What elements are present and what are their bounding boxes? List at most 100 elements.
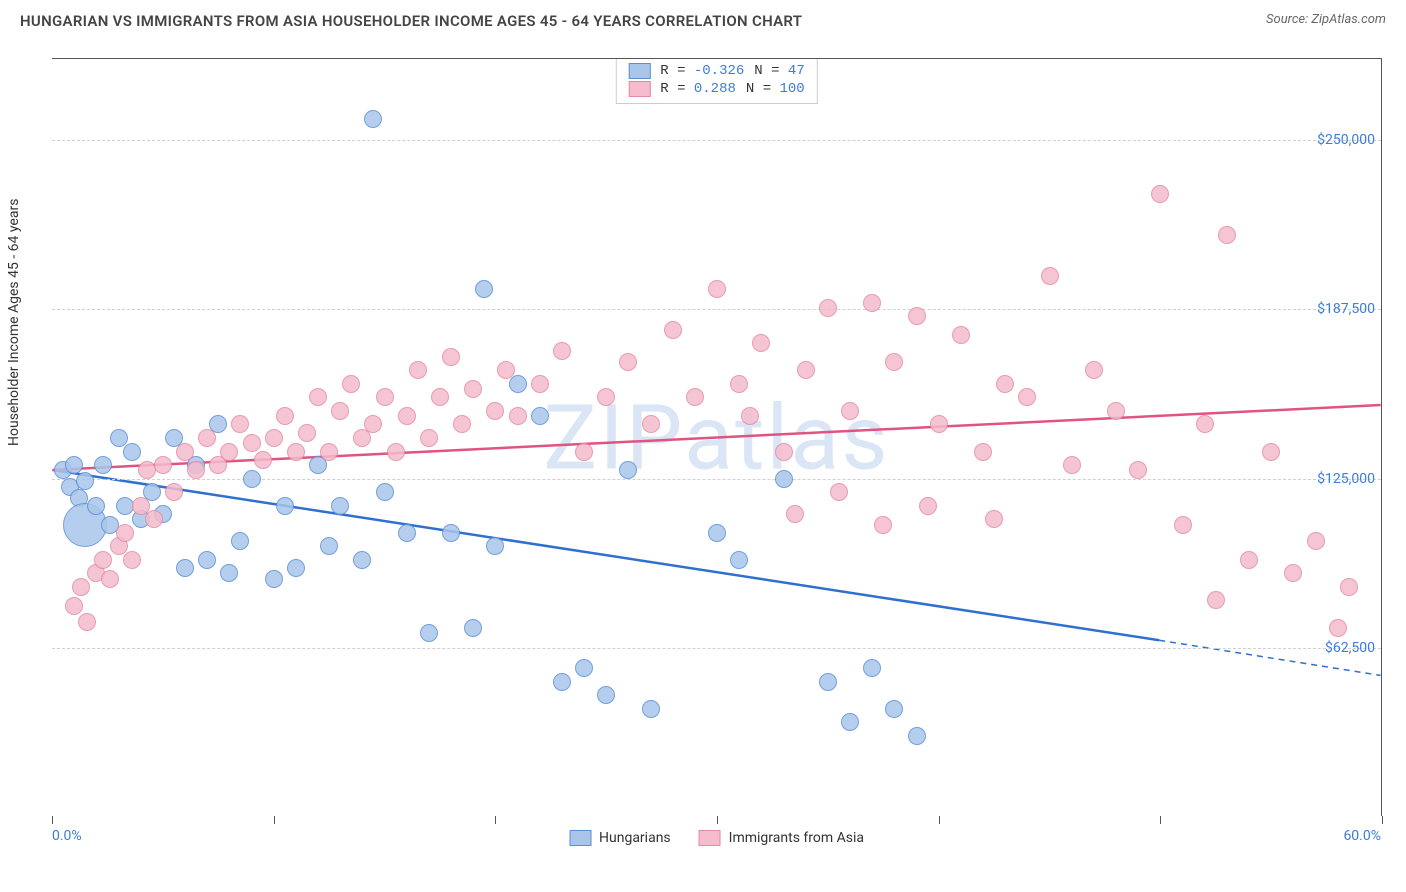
scatter-chart: ZIPatlas R = -0.326 N = 47 R = 0.288 N =… <box>52 58 1382 816</box>
legend-swatch-pink-b <box>699 830 721 846</box>
gridline <box>52 648 1381 649</box>
legend-swatch-pink <box>628 81 650 97</box>
data-point <box>642 415 660 433</box>
correlation-legend: R = -0.326 N = 47 R = 0.288 N = 100 <box>615 59 817 104</box>
legend-r-value-0: R = -0.326 <box>660 63 744 79</box>
data-point <box>320 537 338 555</box>
x-tick <box>52 816 53 824</box>
data-point <box>376 388 394 406</box>
data-point <box>76 472 94 490</box>
data-point <box>919 497 937 515</box>
data-point <box>254 451 272 469</box>
data-point <box>65 456 83 474</box>
data-point <box>1284 564 1302 582</box>
data-point <box>353 551 371 569</box>
data-point <box>364 415 382 433</box>
data-point <box>243 470 261 488</box>
data-point <box>116 524 134 542</box>
data-point <box>1018 388 1036 406</box>
x-tick <box>1160 816 1161 824</box>
data-point <box>1262 443 1280 461</box>
x-tick <box>939 816 940 824</box>
data-point <box>752 334 770 352</box>
data-point <box>165 483 183 501</box>
x-tick <box>1382 816 1383 824</box>
data-point <box>265 570 283 588</box>
data-point <box>442 348 460 366</box>
data-point <box>154 456 172 474</box>
data-point <box>686 388 704 406</box>
data-point <box>364 110 382 128</box>
data-point <box>930 415 948 433</box>
data-point <box>1085 361 1103 379</box>
data-point <box>94 551 112 569</box>
data-point <box>819 673 837 691</box>
data-point <box>775 443 793 461</box>
data-point <box>187 461 205 479</box>
legend-n-value-1: N = 100 <box>746 81 805 97</box>
data-point <box>231 415 249 433</box>
data-point <box>885 700 903 718</box>
data-point <box>94 456 112 474</box>
data-point <box>708 280 726 298</box>
data-point <box>276 407 294 425</box>
gridline <box>52 309 1381 310</box>
legend-row-immigrants: R = 0.288 N = 100 <box>628 81 804 97</box>
data-point <box>642 700 660 718</box>
data-point <box>475 280 493 298</box>
data-point <box>398 407 416 425</box>
data-point <box>619 461 637 479</box>
data-point <box>664 321 682 339</box>
data-point <box>619 353 637 371</box>
data-point <box>265 429 283 447</box>
data-point <box>553 342 571 360</box>
data-point <box>486 537 504 555</box>
data-point <box>874 516 892 534</box>
data-point <box>398 524 416 542</box>
data-point <box>220 443 238 461</box>
data-point <box>464 619 482 637</box>
data-point <box>1196 415 1214 433</box>
data-point <box>453 415 471 433</box>
data-point <box>123 443 141 461</box>
data-point <box>387 443 405 461</box>
data-point <box>176 443 194 461</box>
x-min-label: 0.0% <box>52 828 82 844</box>
data-point <box>597 686 615 704</box>
x-max-label: 60.0% <box>1343 828 1381 844</box>
data-point <box>331 497 349 515</box>
data-point <box>786 505 804 523</box>
data-point <box>952 326 970 344</box>
y-axis-label: Householder Income Ages 45 - 64 years <box>6 199 22 446</box>
legend-label-0: Hungarians <box>599 830 671 846</box>
data-point <box>1218 226 1236 244</box>
data-point <box>376 483 394 501</box>
data-point <box>863 294 881 312</box>
data-point <box>841 713 859 731</box>
x-tick <box>274 816 275 824</box>
data-point <box>1207 591 1225 609</box>
data-point <box>65 597 83 615</box>
data-point <box>123 551 141 569</box>
data-point <box>863 659 881 677</box>
data-point <box>996 375 1014 393</box>
data-point <box>276 497 294 515</box>
data-point <box>309 388 327 406</box>
data-point <box>575 443 593 461</box>
chart-title: HUNGARIAN VS IMMIGRANTS FROM ASIA HOUSEH… <box>20 12 802 30</box>
data-point <box>1307 532 1325 550</box>
data-point <box>101 570 119 588</box>
data-point <box>231 532 249 550</box>
data-point <box>243 434 261 452</box>
data-point <box>220 564 238 582</box>
data-point <box>1151 185 1169 203</box>
gridline <box>52 140 1381 141</box>
data-point <box>797 361 815 379</box>
legend-item-immigrants: Immigrants from Asia <box>699 830 864 846</box>
legend-swatch-blue-b <box>569 830 591 846</box>
y-tick-label: $250,000 <box>1317 132 1375 148</box>
legend-row-hungarians: R = -0.326 N = 47 <box>628 63 804 79</box>
chart-header: HUNGARIAN VS IMMIGRANTS FROM ASIA HOUSEH… <box>0 0 1406 44</box>
data-point <box>553 673 571 691</box>
data-point <box>908 307 926 325</box>
